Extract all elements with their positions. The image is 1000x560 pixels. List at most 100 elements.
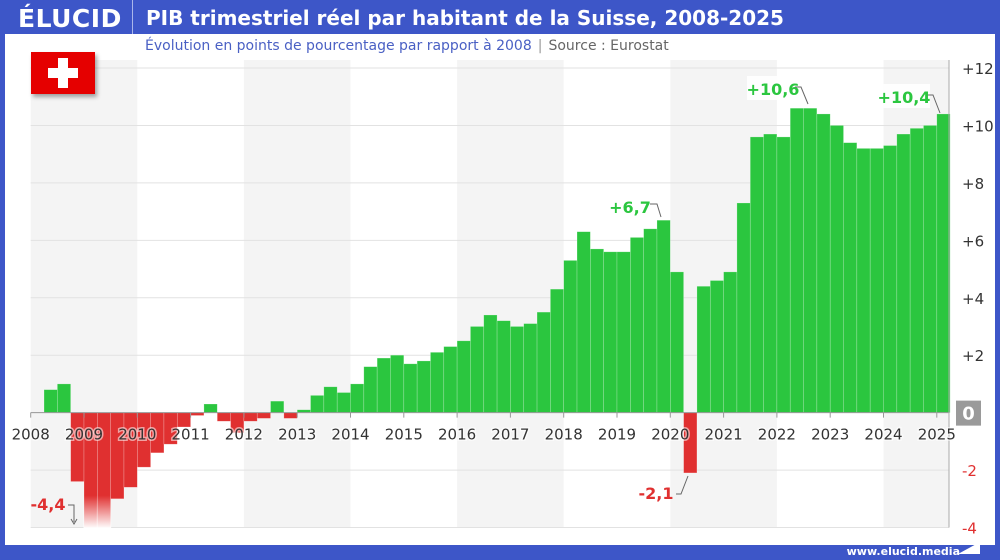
bar-fade	[83, 495, 98, 529]
bar	[656, 219, 671, 413]
year-label: 2016	[438, 426, 476, 444]
annotation-leader	[926, 94, 941, 114]
y-tick-label: +2	[962, 347, 984, 365]
bar	[749, 136, 764, 413]
year-label: 2010	[118, 426, 156, 444]
bar	[70, 412, 85, 482]
footer-url[interactable]: www.elucid.media	[846, 545, 960, 558]
bar	[789, 107, 804, 413]
bar	[470, 326, 485, 413]
annotation-leader	[650, 203, 662, 218]
year-label: 2022	[758, 426, 796, 444]
bar	[590, 248, 604, 413]
annotation-leader	[795, 86, 809, 105]
annotation-label: -2,1	[639, 484, 674, 503]
bar	[856, 148, 871, 413]
bar	[43, 389, 58, 413]
bar	[576, 231, 591, 413]
bar	[443, 346, 458, 413]
annotation-leader	[676, 475, 689, 495]
y-tick-label: +8	[962, 175, 984, 193]
bar	[510, 326, 525, 413]
bar	[723, 271, 738, 413]
bar	[336, 392, 351, 413]
year-label: 2015	[385, 426, 423, 444]
bar	[829, 125, 844, 413]
bar	[430, 352, 445, 413]
bar	[630, 237, 644, 413]
bar	[376, 357, 391, 413]
elucid-mark-icon	[958, 542, 980, 554]
bar	[816, 113, 831, 413]
year-label: 2020	[651, 426, 689, 444]
elucid-logo: ÉLUCID	[18, 4, 122, 33]
bar	[523, 323, 538, 413]
bar	[776, 136, 791, 413]
y-tick-label: +6	[962, 232, 984, 250]
y-tick-label: +4	[962, 290, 984, 308]
bar	[270, 400, 285, 413]
bar	[669, 271, 684, 413]
year-label: 2008	[12, 426, 50, 444]
swiss-flag-icon	[31, 52, 95, 94]
bar	[123, 412, 138, 488]
bar	[456, 340, 471, 413]
bar	[643, 228, 658, 413]
y-tick-label: +12	[962, 60, 994, 78]
bar	[496, 320, 511, 413]
bar	[310, 395, 325, 413]
separator: |	[537, 38, 543, 54]
bar	[803, 107, 818, 413]
y-tick-label: -2	[962, 462, 977, 480]
subtitle: Évolution en points de pourcentage par r…	[145, 38, 669, 54]
bar	[909, 128, 924, 413]
bar	[616, 251, 631, 413]
annotation-bg	[604, 194, 656, 218]
year-label: 2013	[278, 426, 316, 444]
annotation-label: +6,7	[609, 198, 651, 217]
background-band	[457, 60, 564, 528]
y-tick-label: +10	[962, 117, 994, 135]
source-text: Source : Eurostat	[548, 38, 669, 54]
y-tick-label: -4	[962, 520, 977, 538]
bar	[483, 314, 498, 413]
year-label: 2024	[864, 426, 902, 444]
bar	[923, 125, 938, 413]
bar	[936, 113, 951, 413]
annotation-label: +10,6	[747, 80, 800, 99]
bar	[390, 354, 405, 413]
bar	[350, 383, 365, 413]
bar	[883, 145, 898, 413]
header-divider	[132, 0, 133, 34]
annotation-leader	[68, 504, 78, 525]
bar	[256, 412, 271, 419]
annotation-label: -4,4	[31, 495, 66, 514]
bar	[536, 311, 551, 413]
year-label: 2011	[172, 426, 210, 444]
page-title: PIB trimestriel réel par habitant de la …	[146, 6, 784, 30]
bar	[323, 386, 338, 413]
bar	[550, 288, 564, 413]
year-label: 2019	[598, 426, 636, 444]
bar	[57, 383, 71, 413]
year-label: 2021	[705, 426, 743, 444]
year-label: 2018	[545, 426, 583, 444]
bar	[603, 251, 618, 413]
bar	[416, 360, 431, 413]
bar	[363, 366, 378, 413]
bar-fade	[96, 495, 112, 529]
bar	[563, 260, 578, 413]
bar	[843, 142, 858, 413]
year-label: 2012	[225, 426, 263, 444]
year-label: 2017	[491, 426, 529, 444]
zero-label-box	[956, 400, 981, 426]
bar	[203, 403, 218, 413]
bar	[869, 148, 884, 413]
annotation-label: +10,4	[878, 88, 931, 107]
bar	[243, 412, 258, 422]
background-band	[243, 60, 351, 528]
bar	[709, 280, 724, 413]
bar	[403, 363, 418, 413]
year-label: 2014	[331, 426, 369, 444]
annotation-bg	[878, 84, 930, 108]
